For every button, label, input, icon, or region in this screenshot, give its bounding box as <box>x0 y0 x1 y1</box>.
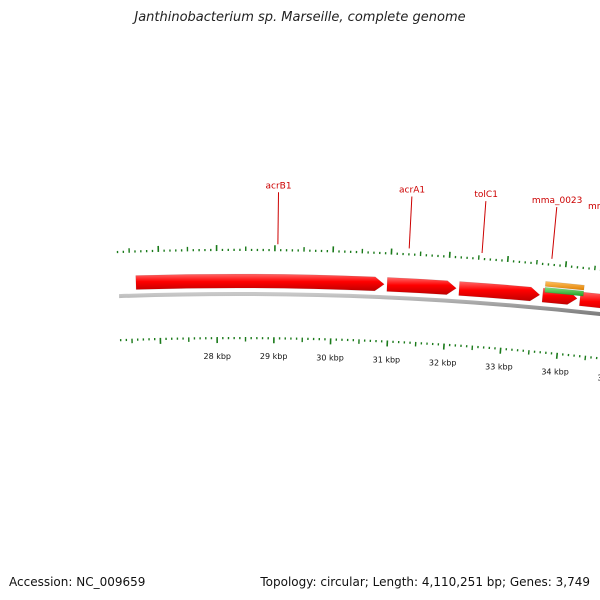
feature-mma_0023-orange[interactable] <box>544 281 585 291</box>
gene-label-layer: acrB1 acrA1 tolC1 mma_0023 mma_0024 <box>266 181 600 259</box>
page-title: Janthinobacterium sp. Marseille, complet… <box>134 10 466 25</box>
gene-label-mma_0024[interactable]: mma_0024 <box>588 202 600 212</box>
accession-label: Accession: NC_009659 <box>9 575 146 589</box>
scale-label: 35 kbp <box>597 374 600 383</box>
feature-track <box>135 273 600 313</box>
gene-label-mma_0023[interactable]: mma_0023 <box>532 196 582 206</box>
scale-label: 30 kbp <box>316 353 344 362</box>
gene-label-acrB1[interactable]: acrB1 <box>266 181 292 191</box>
gene-label-leader <box>277 192 280 245</box>
gene-label-leader <box>481 201 487 254</box>
genome-summary: Topology: circular; Length: 4,110,251 bp… <box>260 575 590 589</box>
gene-label-leader <box>551 207 558 259</box>
scale-label: 29 kbp <box>260 352 288 361</box>
feature-mma_0024[interactable] <box>579 291 600 313</box>
scale-label: 28 kbp <box>204 352 232 361</box>
gene-label-acrA1[interactable]: acrA1 <box>399 186 425 196</box>
backbone-arc <box>119 292 600 317</box>
gene-label-tolC1[interactable]: tolC1 <box>474 190 498 200</box>
scale-label: 32 kbp <box>429 359 457 368</box>
scale-label: 33 kbp <box>485 363 513 372</box>
gene-label-leader <box>408 196 413 249</box>
scale-label: 34 kbp <box>541 368 569 377</box>
inner-tick-ring <box>119 337 598 361</box>
outer-ring-major-tick <box>564 261 568 268</box>
scale-label-layer: 28 kbp 29 kbp 30 kbp 31 kbp 32 kbp 33 kbp 34 k… <box>204 352 600 383</box>
genome-backbone <box>119 292 600 317</box>
feature-tolC1[interactable] <box>458 281 541 302</box>
feature-mma_0023-green[interactable] <box>544 287 584 297</box>
outer-tick-ring <box>116 245 600 271</box>
feature-acrA1[interactable] <box>386 277 457 295</box>
feature-acrB1[interactable] <box>135 273 385 292</box>
scale-label: 31 kbp <box>373 355 401 364</box>
inner-ring-major-tick <box>555 352 559 359</box>
